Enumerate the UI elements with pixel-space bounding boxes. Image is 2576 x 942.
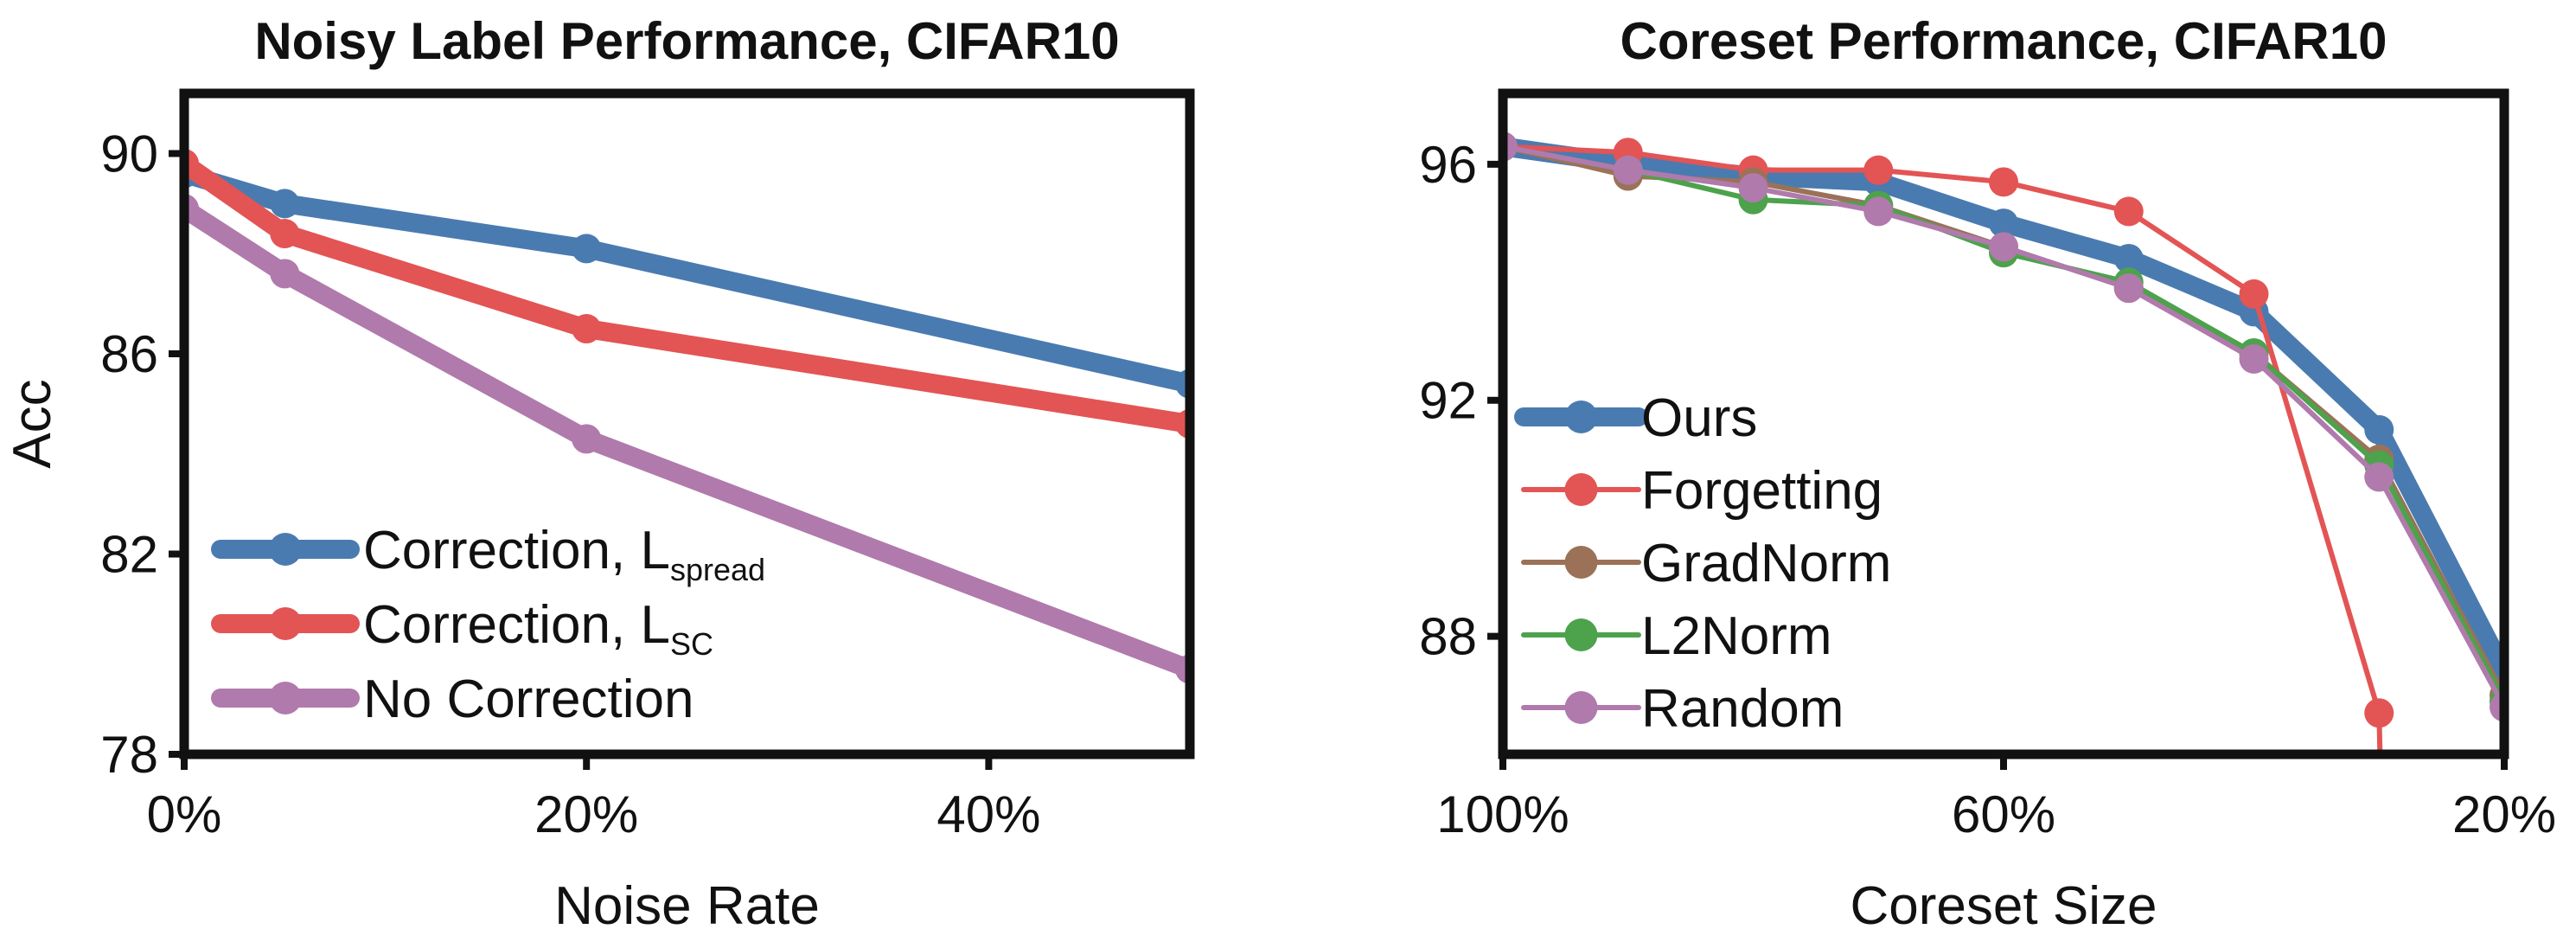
data-point-s1-6 — [2113, 244, 2144, 273]
data-point-s5-4 — [1863, 196, 1894, 227]
series-line-3 — [184, 199, 1190, 679]
series-line-2 — [184, 154, 1190, 433]
data-point-s5-6 — [2113, 273, 2144, 304]
legend-label-main: GradNorm — [1641, 534, 1891, 593]
legend-label-main: Forgetting — [1641, 461, 1882, 521]
legend-swatch-marker — [269, 533, 302, 566]
data-point-s1-5 — [1989, 208, 2018, 239]
legend-label: L2Norm — [1641, 606, 1832, 666]
legend-swatch-marker — [1564, 618, 1598, 651]
data-point-s5-8 — [2364, 462, 2394, 492]
legend-swatch-marker — [269, 682, 302, 715]
y-tick-label: 78 — [100, 726, 158, 784]
x-axis-label: Coreset Size — [1851, 876, 2157, 936]
legend-label: GradNorm — [1641, 534, 1891, 593]
data-point-s2-5 — [1989, 167, 2018, 197]
legend-label: Forgetting — [1641, 461, 1882, 521]
data-point-s2-7 — [2239, 279, 2269, 309]
chart-title: Noisy Label Performance, CIFAR10 — [254, 12, 1119, 70]
x-tick-label: 20% — [534, 785, 638, 843]
legend: Ours Forgetting GradNorm L2Norm Random — [1514, 388, 1891, 739]
legend-label: Correction, Lspread — [363, 521, 765, 587]
data-point-s1-3 — [572, 234, 602, 264]
legend-label-subscript: SC — [670, 626, 713, 662]
x-tick-label: 60% — [1952, 785, 2055, 843]
legend-label: Random — [1641, 679, 1844, 739]
legend-label: Correction, LSC — [363, 595, 713, 662]
data-point-s5-3 — [1738, 173, 1768, 203]
legend-label-main: Ours — [1641, 388, 1757, 448]
y-tick-label: 88 — [1419, 608, 1477, 666]
data-point-s5-7 — [2239, 343, 2269, 374]
data-point-s2-2 — [270, 219, 300, 249]
series-line-2 — [1503, 144, 2382, 716]
data-point-s3-3 — [572, 424, 602, 454]
x-tick-label: 0% — [147, 785, 222, 843]
y-tick-label: 86 — [100, 325, 158, 383]
y-tick-label: 92 — [1419, 372, 1477, 430]
legend-label: No Correction — [363, 670, 694, 729]
axes-frame — [179, 88, 1195, 759]
legend-label-main: L2Norm — [1641, 606, 1832, 666]
data-point-s1-8 — [2364, 414, 2394, 445]
chart-title: Coreset Performance, CIFAR10 — [1620, 12, 2387, 70]
x-tick-label: 100% — [1436, 785, 1569, 843]
legend-label-main: Correction, L — [363, 521, 670, 580]
data-point-s1-2 — [270, 189, 300, 219]
legend-swatch-marker — [1564, 691, 1598, 724]
plot-area — [184, 149, 1190, 684]
legend-swatch-marker — [1564, 546, 1598, 579]
chart-panel-2: Coreset Performance, CIFAR10 100% 60% 20% 88… — [1419, 12, 2556, 936]
data-point-s5-2 — [1613, 155, 1643, 185]
legend-swatch-marker — [1564, 401, 1598, 433]
data-point-s2-6 — [2113, 196, 2144, 227]
y-tick-label: 90 — [100, 125, 158, 183]
legend-label: Ours — [1641, 388, 1757, 448]
legend-label-main: Random — [1641, 679, 1844, 739]
y-axis-label: Acc — [3, 379, 62, 468]
data-point-s3-2 — [270, 259, 300, 289]
data-point-s2-4 — [1863, 155, 1894, 185]
data-point-s2-3 — [572, 314, 602, 344]
legend-label-subscript: spread — [670, 552, 765, 587]
legend-swatch-marker — [269, 607, 302, 640]
x-axis-label: Noise Rate — [554, 876, 820, 936]
chart-panel-1: Noisy Label Performance, CIFAR10 0% 20% 40%… — [3, 12, 1195, 936]
plot-area — [1503, 131, 2504, 754]
legend-swatch-marker — [1564, 473, 1598, 506]
legend-label-main: Correction, L — [363, 595, 670, 655]
y-tick-label: 82 — [100, 525, 158, 583]
x-tick-label: 20% — [2452, 785, 2556, 843]
x-tick-label: 40% — [936, 785, 1040, 843]
y-tick-label: 96 — [1419, 136, 1477, 194]
legend-label-main: No Correction — [363, 670, 694, 729]
data-point-s5-5 — [1989, 232, 2018, 262]
